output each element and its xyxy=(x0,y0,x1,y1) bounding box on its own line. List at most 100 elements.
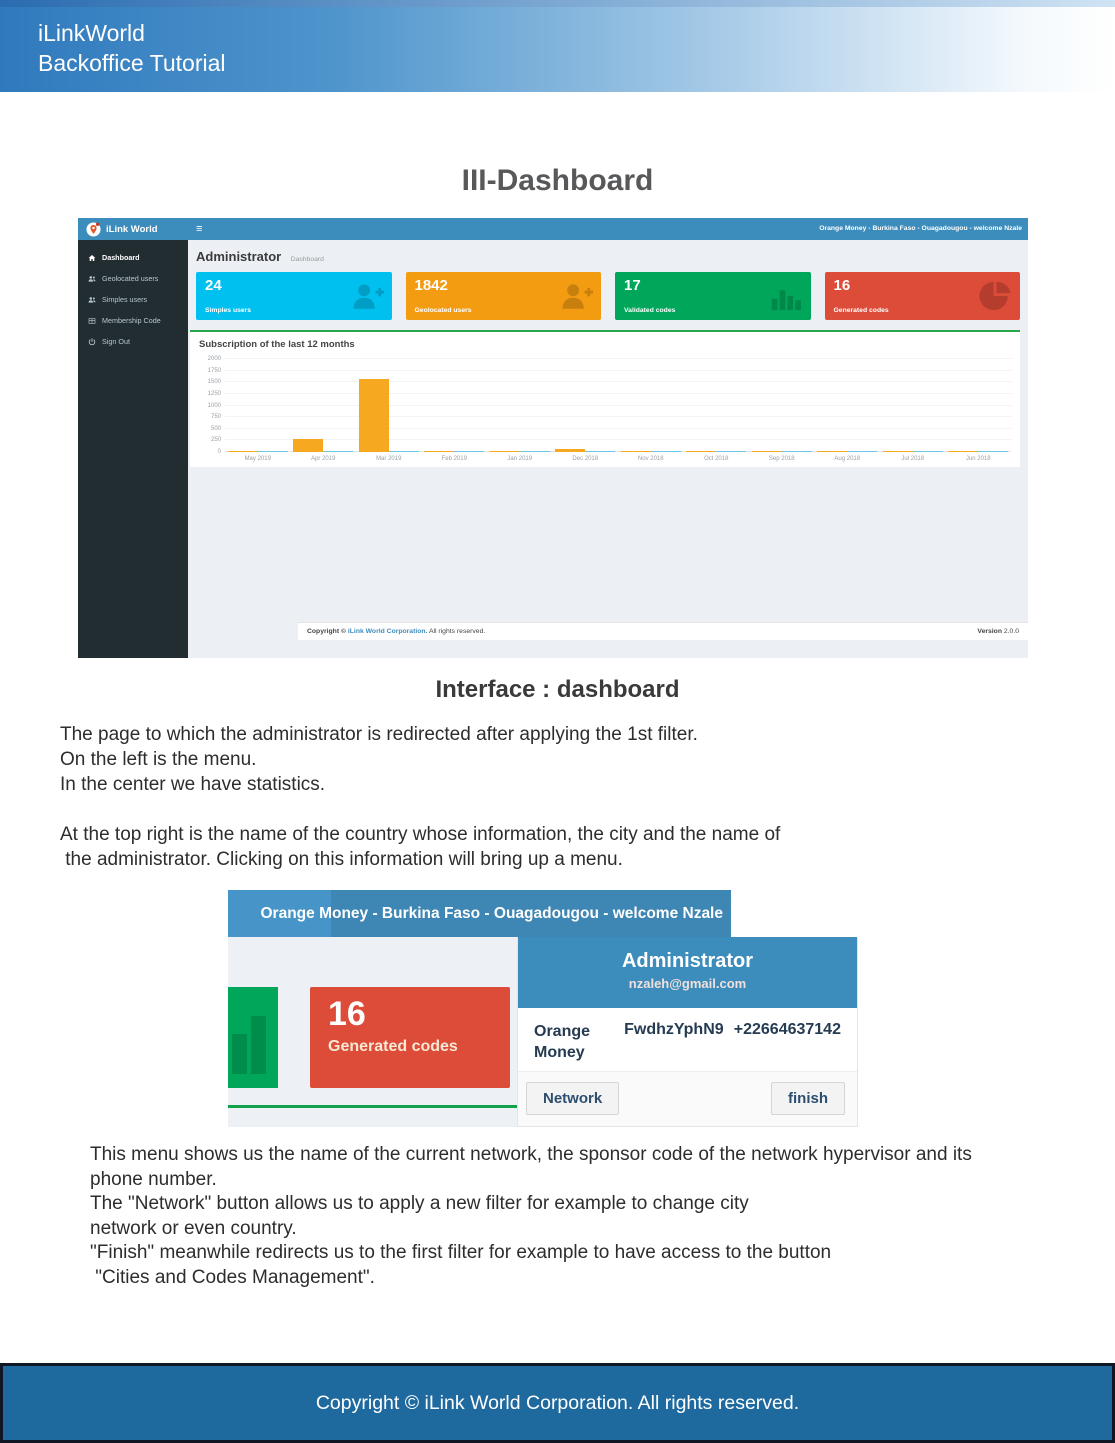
dashboard-footer: Copyright © iLink World Corporation. All… xyxy=(298,622,1028,640)
dropdown-title: Administrator xyxy=(621,950,754,972)
content-heading: Administrator xyxy=(196,249,282,264)
power-icon xyxy=(88,337,96,345)
breadcrumb: Dashboard xyxy=(290,256,324,263)
y-tick-label: 2000 xyxy=(207,356,221,362)
stat-card-simples-users[interactable]: 24 Simples users xyxy=(196,272,392,320)
orange-series-bar xyxy=(882,451,913,452)
blue-series-bar xyxy=(519,451,550,452)
chart-panel: Subscription of the last 12 months 0 250 5… xyxy=(190,330,1020,467)
sidebar-item-membership-code[interactable]: Membership Code xyxy=(78,310,188,331)
blue-series-bar xyxy=(323,451,354,452)
paragraph-line xyxy=(60,797,1115,822)
stat-card-validated-codes[interactable]: 17 Validated codes xyxy=(615,272,811,320)
stat-cards: 24 Simples users 1842 Geolocated users 1… xyxy=(188,272,1028,320)
sidebar-item-sign-out[interactable]: Sign Out xyxy=(78,331,188,352)
x-tick-label: Oct 2018 xyxy=(704,456,729,462)
y-tick-label: 750 xyxy=(210,414,221,421)
paragraph-line: This menu shows us the name of the curre… xyxy=(90,1144,972,1165)
dropdown-email: nzaleh@gmail.com xyxy=(628,976,747,991)
subscription-chart: 0 250 500 750 1000 1250 1500 1750 2000 xyxy=(199,356,1012,455)
blue-series-bar xyxy=(388,450,419,452)
paragraph-line: On the left is the menu. xyxy=(60,749,257,770)
gridline xyxy=(225,416,1011,418)
blue-series-bar xyxy=(781,451,812,452)
bar-group xyxy=(487,359,553,452)
paragraph-line: The "Network" button allows us to apply … xyxy=(90,1193,749,1214)
x-tick-label: Jul 2018 xyxy=(901,456,925,462)
bar-chart-icon xyxy=(771,290,801,311)
bar-group xyxy=(291,359,357,452)
x-tick-label: Apr 2019 xyxy=(311,456,336,462)
topbar[interactable]: Orange Money - Burkina Faso - Ouagadougo… xyxy=(228,890,731,937)
y-tick-label: 1500 xyxy=(207,379,221,386)
hamburger-icon[interactable]: ≡ xyxy=(196,223,203,235)
stat-label: Simples users xyxy=(205,307,252,314)
sidebar-item-label: Geolocated users xyxy=(102,274,159,283)
gridline xyxy=(225,451,1011,452)
corporation-link[interactable]: iLink World Corporation. xyxy=(347,628,428,635)
bar-group xyxy=(946,359,1012,452)
y-tick-label: 0 xyxy=(217,449,221,455)
paragraph-line: The page to which the administrator is r… xyxy=(60,724,698,745)
bar-group xyxy=(618,359,684,452)
x-tick-label: Aug 2018 xyxy=(834,456,861,462)
finish-button[interactable]: finish xyxy=(771,1082,845,1115)
gridline xyxy=(225,439,1011,441)
users-icon xyxy=(88,275,96,282)
dropdown-footer: Network finish xyxy=(518,1071,857,1126)
network-button[interactable]: Network xyxy=(526,1082,620,1115)
pie-chart-icon xyxy=(979,281,1011,311)
sidebar-item-simples-users[interactable]: Simples users xyxy=(78,289,188,310)
blue-series-bar xyxy=(257,451,288,452)
stat-value: 1842 xyxy=(414,277,448,294)
gridline xyxy=(225,404,1011,406)
blue-series-bar xyxy=(585,451,616,452)
sidebar-item-label: Sign Out xyxy=(102,337,130,346)
sidebar-item-label: Simples users xyxy=(102,295,148,304)
sidebar-item-label: Dashboard xyxy=(102,253,140,262)
version-label: Version xyxy=(977,628,1002,635)
x-tick-label: Mar 2019 xyxy=(376,456,402,462)
user-dropdown-menu: Administrator nzaleh@gmail.com Orange Mo… xyxy=(517,937,858,1127)
paragraph-line: phone number. xyxy=(90,1168,217,1190)
dropdown-body: Orange Money FwdhzYphN9 +22664637142 xyxy=(518,1008,857,1063)
bar-chart-icon xyxy=(232,1034,247,1074)
phone-number: +22664637142 xyxy=(733,1021,841,1038)
paragraph-line: At the top right is the name of the coun… xyxy=(60,824,781,845)
stat-label: Generated codes xyxy=(328,1038,458,1055)
sidebar-item-dashboard[interactable]: Dashboard xyxy=(78,247,188,268)
bar-group xyxy=(225,359,291,452)
blue-series-bar xyxy=(978,451,1009,452)
navbar-user-info[interactable]: Orange Money - Burkina Faso - Ouagadougo… xyxy=(819,225,1022,232)
orange-series-bar xyxy=(227,451,258,452)
blue-series-bar xyxy=(912,451,943,452)
paragraph-line: "Cities and Codes Management". xyxy=(90,1266,375,1288)
gridline xyxy=(225,427,1011,429)
stat-card-generated-codes[interactable]: 16 Generated codes xyxy=(824,272,1020,320)
topbar-user-info[interactable]: Orange Money - Burkina Faso - Ouagadougo… xyxy=(260,905,724,922)
bar-group xyxy=(815,359,881,452)
bar-group xyxy=(749,359,815,452)
generated-codes-card[interactable]: 16 Generated codes xyxy=(310,987,510,1088)
table-icon xyxy=(88,317,96,324)
brand-label: iLink World xyxy=(106,223,158,235)
x-tick-label: Feb 2019 xyxy=(441,456,467,462)
header-line1: iLinkWorld xyxy=(38,20,145,46)
paragraph-line: the administrator. Clicking on this info… xyxy=(60,849,623,870)
stat-label: Geolocated users xyxy=(414,307,472,314)
y-tick-label: 500 xyxy=(210,425,221,432)
orange-series-bar xyxy=(358,379,389,452)
orange-series-bar xyxy=(555,449,586,452)
bar-group xyxy=(684,359,750,452)
stat-label: Generated codes xyxy=(833,307,889,314)
brand[interactable]: iLink World xyxy=(78,218,188,240)
home-icon xyxy=(88,254,96,261)
header-title: iLinkWorld Backoffice Tutorial xyxy=(38,18,226,78)
stat-card-geolocated-users[interactable]: 1842 Geolocated users xyxy=(405,272,601,320)
x-tick-label: Dec 2018 xyxy=(572,456,599,462)
page-footer: Copyright © iLink World Corporation. All… xyxy=(0,1363,1115,1443)
blue-series-bar xyxy=(454,451,485,452)
sidebar-item-geolocated-users[interactable]: Geolocated users xyxy=(78,268,188,289)
page-title: III-Dashboard xyxy=(461,164,654,197)
